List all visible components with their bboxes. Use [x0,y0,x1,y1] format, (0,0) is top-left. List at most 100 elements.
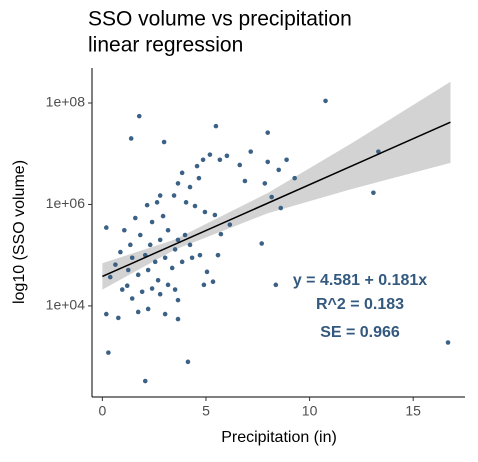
point [136,113,142,119]
point [202,209,208,215]
point [175,297,181,303]
x-tick-label: 0 [98,403,106,419]
point [218,231,224,237]
point [212,212,218,218]
point [242,178,248,184]
point [133,215,138,221]
point [224,153,230,159]
point [259,241,265,246]
point [215,252,221,258]
point [154,200,160,205]
annotation: R^2 = 0.183 [316,296,404,313]
point [265,130,271,135]
point [376,149,381,154]
point [162,311,168,317]
point [135,272,141,278]
point [103,225,109,230]
point [145,267,151,273]
chart-title: linear regression [88,34,243,57]
annotation: y = 4.581 + 0.181x [293,272,427,289]
point [217,157,223,163]
point [103,311,109,317]
point [323,98,328,104]
point [185,359,191,365]
point [152,259,158,265]
point [113,262,118,267]
point [144,202,150,208]
point [194,163,200,169]
point [172,247,178,252]
point [169,265,175,271]
point [273,282,279,288]
point [147,242,153,248]
y-tick-label: 1e+04 [46,297,86,313]
point [192,203,198,209]
point [200,157,206,163]
point [128,136,134,141]
point [107,274,113,280]
point [137,232,143,238]
point [129,255,135,261]
point [119,287,125,292]
point [197,252,203,258]
point [207,152,213,157]
point [265,159,271,165]
point [162,255,168,261]
point [129,296,135,301]
point [149,219,155,225]
point [157,193,163,198]
point [189,255,195,261]
chart-title: SSO volume vs precipitation [88,8,352,31]
point [183,200,189,205]
point [118,249,123,255]
point [135,309,141,315]
point [227,222,233,227]
point [292,175,297,181]
regression-line [102,121,451,278]
point [172,287,178,292]
point [145,306,151,312]
point [171,193,177,198]
y-tick-label: 1e+06 [46,195,86,211]
point [196,175,202,181]
point [187,184,193,190]
x-tick-label: 10 [302,403,318,419]
point [201,282,207,288]
point [237,162,243,168]
point [125,267,131,273]
x-tick-label: 5 [202,403,210,419]
point [157,237,163,243]
point [269,194,274,200]
point [149,286,155,291]
point [213,123,219,129]
point [179,170,185,176]
point [157,291,163,297]
point [165,282,171,288]
point [175,181,181,186]
point [262,181,268,186]
point [122,227,127,233]
annotation: SE = 0.966 [320,324,400,341]
point [182,232,188,238]
point [175,316,181,322]
point [155,277,161,283]
confidence-band [102,81,451,290]
point [142,378,148,384]
point [248,149,254,154]
point [128,242,133,248]
point [139,289,145,295]
y-axis-label: log10 (SSO volume) [11,160,28,304]
point [116,315,121,321]
point [210,279,216,285]
point [179,259,185,265]
point [445,340,451,345]
point [165,227,171,233]
y-tick-label: 1e+08 [46,94,86,110]
point [124,283,130,289]
x-tick-label: 15 [405,403,421,419]
point [187,242,193,248]
x-axis-label: Precipitation (in) [221,429,337,446]
point [276,167,282,173]
point [160,213,166,219]
